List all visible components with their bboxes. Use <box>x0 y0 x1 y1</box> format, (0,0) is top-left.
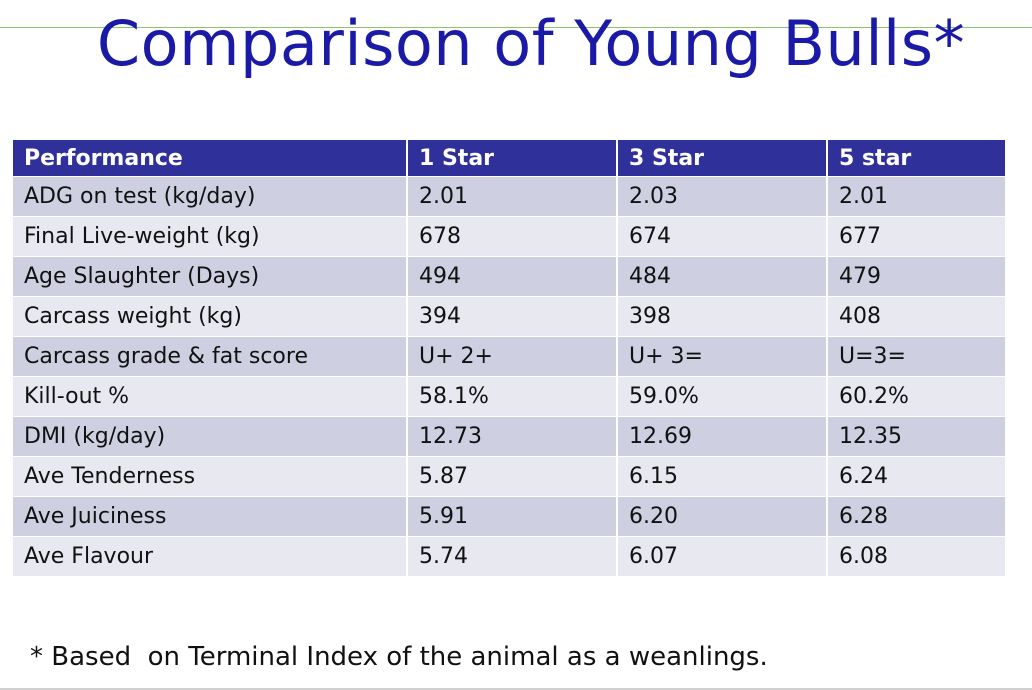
header-performance: Performance <box>13 140 408 177</box>
row-label: Final Live-weight (kg) <box>13 216 408 257</box>
cell-1-star: 58.1% <box>407 376 618 417</box>
cell-1-star: 5.74 <box>407 536 618 577</box>
cell-5-star: 60.2% <box>827 376 1005 417</box>
cell-3-star: 484 <box>617 256 828 297</box>
table-row: Final Live-weight (kg) 678 674 677 <box>13 216 1005 257</box>
cell-5-star: 677 <box>827 216 1005 257</box>
cell-1-star: 678 <box>407 216 618 257</box>
slide-title: Comparison of Young Bulls* <box>96 7 966 80</box>
table-row: DMI (kg/day) 12.73 12.69 12.35 <box>13 416 1005 457</box>
cell-1-star: 394 <box>407 296 618 337</box>
cell-5-star: 479 <box>827 256 1005 297</box>
cell-3-star: 6.20 <box>617 496 828 537</box>
table-header-row: Performance 1 Star 3 Star 5 star <box>13 140 1005 177</box>
cell-1-star: 12.73 <box>407 416 618 457</box>
header-5-star: 5 star <box>827 140 1005 177</box>
top-rule <box>0 27 1032 28</box>
cell-3-star: 2.03 <box>617 176 828 217</box>
table-row: Carcass weight (kg) 394 398 408 <box>13 296 1005 337</box>
table-row: Ave Tenderness 5.87 6.15 6.24 <box>13 456 1005 497</box>
cell-3-star: 6.07 <box>617 536 828 577</box>
row-label: Ave Tenderness <box>13 456 408 497</box>
table-row: Ave Flavour 5.74 6.07 6.08 <box>13 536 1005 577</box>
cell-1-star: 494 <box>407 256 618 297</box>
footnote: * Based on Terminal Index of the animal … <box>30 642 768 672</box>
comparison-table: Performance 1 Star 3 Star 5 star ADG on … <box>13 140 1005 577</box>
row-label: Kill-out % <box>13 376 408 417</box>
cell-5-star: 408 <box>827 296 1005 337</box>
header-1-star: 1 Star <box>407 140 618 177</box>
cell-1-star: 5.91 <box>407 496 618 537</box>
header-3-star: 3 Star <box>617 140 828 177</box>
row-label: Ave Flavour <box>13 536 408 577</box>
cell-3-star: 674 <box>617 216 828 257</box>
row-label: DMI (kg/day) <box>13 416 408 457</box>
table-row: Kill-out % 58.1% 59.0% 60.2% <box>13 376 1005 417</box>
cell-3-star: 398 <box>617 296 828 337</box>
cell-3-star: U+ 3= <box>617 336 828 377</box>
cell-5-star: U=3= <box>827 336 1005 377</box>
cell-3-star: 59.0% <box>617 376 828 417</box>
row-label: Carcass weight (kg) <box>13 296 408 337</box>
cell-1-star: 2.01 <box>407 176 618 217</box>
cell-5-star: 12.35 <box>827 416 1005 457</box>
table-row: Ave Juiciness 5.91 6.20 6.28 <box>13 496 1005 537</box>
row-label: ADG on test (kg/day) <box>13 176 408 217</box>
cell-3-star: 6.15 <box>617 456 828 497</box>
row-label: Carcass grade & fat score <box>13 336 408 377</box>
cell-5-star: 6.28 <box>827 496 1005 537</box>
cell-5-star: 6.24 <box>827 456 1005 497</box>
bottom-rule <box>0 688 1032 690</box>
table-row: Carcass grade & fat score U+ 2+ U+ 3= U=… <box>13 336 1005 377</box>
cell-5-star: 6.08 <box>827 536 1005 577</box>
cell-1-star: 5.87 <box>407 456 618 497</box>
cell-5-star: 2.01 <box>827 176 1005 217</box>
cell-1-star: U+ 2+ <box>407 336 618 377</box>
row-label: Ave Juiciness <box>13 496 408 537</box>
table-row: Age Slaughter (Days) 494 484 479 <box>13 256 1005 297</box>
cell-3-star: 12.69 <box>617 416 828 457</box>
table-row: ADG on test (kg/day) 2.01 2.03 2.01 <box>13 176 1005 217</box>
row-label: Age Slaughter (Days) <box>13 256 408 297</box>
